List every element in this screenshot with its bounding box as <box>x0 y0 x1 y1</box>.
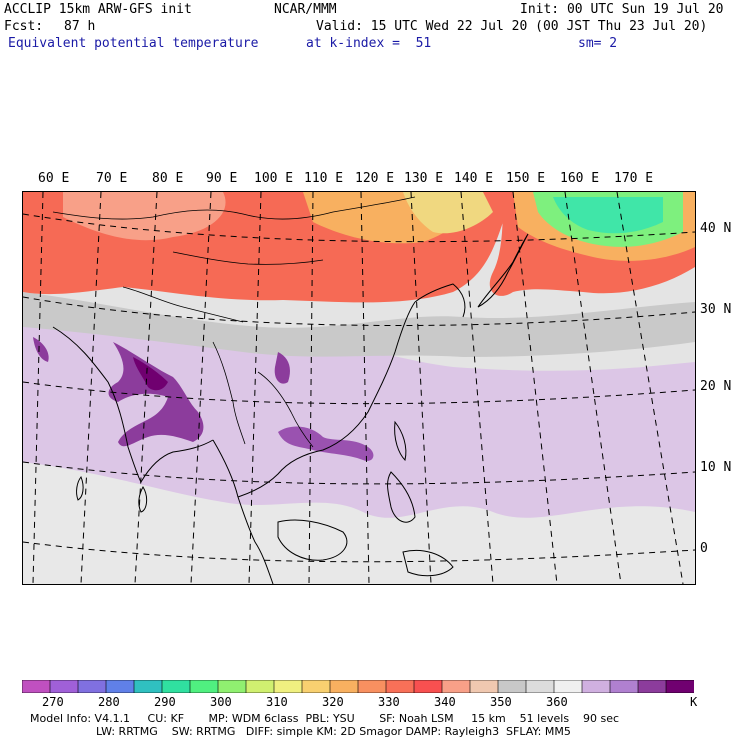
longitude-label: 90 E <box>206 171 238 186</box>
colorbar-swatch <box>637 680 667 693</box>
longitude-label: 60 E <box>38 171 70 186</box>
colorbar-swatch <box>441 680 471 693</box>
colorbar-swatch <box>22 680 51 693</box>
colorbar-swatch <box>189 680 219 693</box>
latitude-label: 10 N <box>700 460 732 475</box>
longitude-label: 160 E <box>560 171 600 186</box>
colorbar <box>22 680 694 693</box>
colorbar-swatch <box>329 680 359 693</box>
colorbar-swatch <box>581 680 611 693</box>
longitude-label: 120 E <box>355 171 395 186</box>
smoothing-value: sm= 2 <box>578 36 618 51</box>
country-borders <box>52 196 416 448</box>
colorbar-tick: 310 <box>266 695 288 709</box>
colorbar-unit: K <box>690 695 698 709</box>
convection-region <box>278 426 374 461</box>
colorbar-swatch <box>357 680 387 693</box>
colorbar-swatch <box>77 680 107 693</box>
colorbar-tick: 320 <box>322 695 344 709</box>
physics-info-line: LW: RRTMG SW: RRTMG DIFF: simple KM: 2D … <box>96 725 571 738</box>
latitude-label: 20 N <box>700 379 732 394</box>
field-name: Equivalent potential temperature <box>8 36 259 51</box>
colorbar-tick: 330 <box>378 695 400 709</box>
valid-time: Valid: 15 UTC Wed 22 Jul 20 (00 JST Thu … <box>316 19 708 34</box>
level-index: at k-index = 51 <box>306 36 432 51</box>
longitude-label: 110 E <box>304 171 344 186</box>
convection-region <box>33 337 49 362</box>
northeast-field <box>553 197 663 234</box>
forecast-hour: 87 h <box>64 19 96 34</box>
colorbar-swatch <box>217 680 247 693</box>
latitude-label: 40 N <box>700 221 732 236</box>
colorbar-swatch <box>497 680 527 693</box>
map-canvas <box>23 192 695 584</box>
latitude-label: 0 <box>700 541 708 556</box>
colorbar-swatch <box>133 680 163 693</box>
colorbar-swatch <box>161 680 191 693</box>
subtropical-band <box>23 292 695 357</box>
colorbar-swatch <box>301 680 331 693</box>
latitude-label: 30 N <box>700 302 732 317</box>
colorbar-swatch <box>273 680 303 693</box>
colorbar-swatch <box>105 680 135 693</box>
colorbar-swatch <box>665 680 694 693</box>
colorbar-tick: 340 <box>434 695 456 709</box>
colorbar-swatch <box>553 680 583 693</box>
colorbar-swatch <box>413 680 443 693</box>
longitude-label: 70 E <box>96 171 128 186</box>
colorbar-swatch <box>469 680 499 693</box>
longitude-label: 140 E <box>454 171 494 186</box>
midlatitude-field <box>403 192 493 234</box>
coastlines <box>52 233 529 584</box>
equatorial-field <box>23 462 695 584</box>
colorbar-swatch <box>49 680 79 693</box>
longitude-label: 170 E <box>614 171 654 186</box>
colorbar-swatch <box>525 680 555 693</box>
model-title: ACCLIP 15km ARW-GFS init <box>4 2 192 17</box>
organization-label: NCAR/MMM <box>274 2 337 17</box>
colorbar-tick: 350 <box>490 695 512 709</box>
colorbar-swatch <box>609 680 639 693</box>
colorbar-tick: 300 <box>210 695 232 709</box>
theta-e-map <box>22 191 696 585</box>
colorbar-tick: 290 <box>154 695 176 709</box>
colorbar-tick: 280 <box>98 695 120 709</box>
colorbar-swatch <box>245 680 275 693</box>
midlatitude-field <box>63 192 226 241</box>
forecast-label: Fcst: <box>4 19 44 34</box>
longitude-label: 100 E <box>254 171 294 186</box>
colorbar-tick: 270 <box>42 695 64 709</box>
init-time: Init: 00 UTC Sun 19 Jul 20 <box>520 2 724 17</box>
colorbar-tick: 360 <box>546 695 568 709</box>
model-info-line: Model Info: V4.1.1 CU: KF MP: WDM 6class… <box>30 712 620 725</box>
convection-core <box>133 357 168 391</box>
longitude-label: 150 E <box>506 171 546 186</box>
convection-region <box>108 342 204 447</box>
longitude-label: 80 E <box>152 171 184 186</box>
longitude-label: 130 E <box>404 171 444 186</box>
colorbar-swatch <box>385 680 415 693</box>
graticule <box>23 192 695 584</box>
convection-region <box>274 352 290 384</box>
